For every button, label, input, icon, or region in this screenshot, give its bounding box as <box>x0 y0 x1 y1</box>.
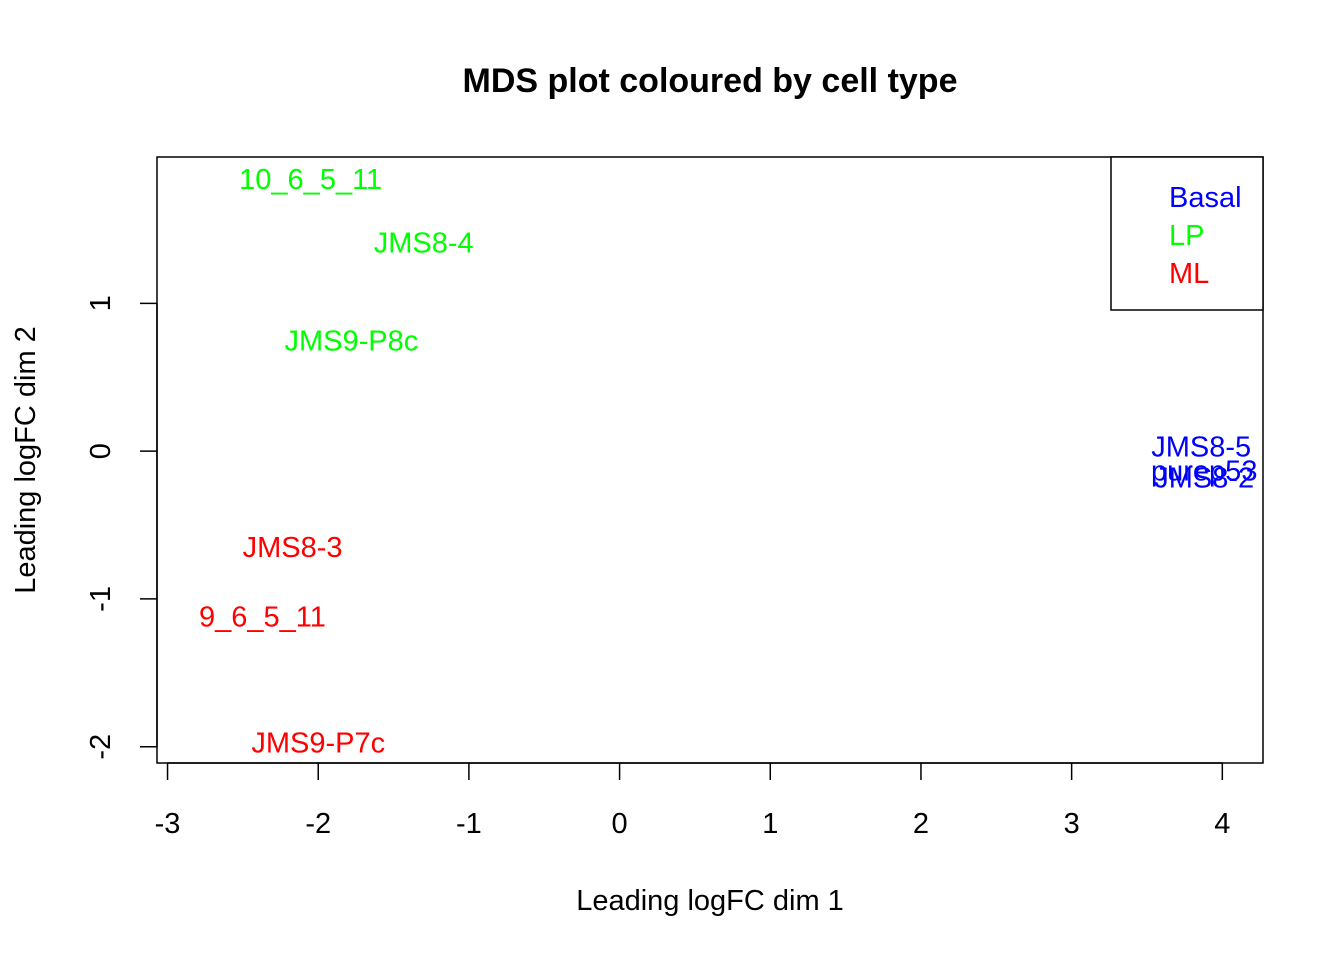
y-tick-label: 0 <box>85 443 117 459</box>
legend-entries: Basal LP ML <box>1169 182 1242 290</box>
point-label: purep53 <box>1151 455 1257 487</box>
point-label: 9_6_5_11 <box>199 602 326 634</box>
point-label: 10_6_5_11 <box>239 164 382 196</box>
x-tick-label: -1 <box>456 808 482 840</box>
x-tick-label: 4 <box>1214 808 1230 840</box>
data-points: 10_6_5_11JMS8-4JMS9-P8cJMS8-5purep53JMS8… <box>199 164 1257 759</box>
y-tick-label: -1 <box>85 586 117 612</box>
point-label: JMS8-4 <box>374 228 474 260</box>
x-tick-label: 1 <box>762 808 778 840</box>
x-tick-label: 2 <box>913 808 929 840</box>
y-axis: -2 -1 0 1 <box>85 295 158 760</box>
y-tick-label: 1 <box>85 295 117 311</box>
x-axis-label: Leading logFC dim 1 <box>576 885 844 917</box>
y-axis-label: Leading logFC dim 2 <box>10 326 42 594</box>
x-tick-label: -3 <box>155 808 181 840</box>
legend-entry: Basal <box>1169 182 1242 214</box>
plot-frame <box>156 156 1264 764</box>
point-label: JMS9-P8c <box>284 325 418 357</box>
legend-entry: LP <box>1169 220 1204 252</box>
point-label: JMS8-5 <box>1151 432 1251 464</box>
point-label: JMS8-3 <box>243 532 343 564</box>
chart-title: MDS plot coloured by cell type <box>463 62 958 100</box>
point-label: JMS8-2 <box>1154 463 1254 495</box>
x-tick-label: 3 <box>1064 808 1080 840</box>
x-axis: -3 -2 -1 0 1 2 3 4 <box>155 762 1230 840</box>
legend-entry: ML <box>1169 258 1209 290</box>
legend-box <box>1110 156 1264 311</box>
legend: Basal LP ML <box>1110 156 1264 311</box>
point-label: JMS9-P7c <box>251 727 385 759</box>
x-tick-label: 0 <box>612 808 628 840</box>
y-tick-label: -2 <box>85 734 117 760</box>
x-tick-label: -2 <box>305 808 331 840</box>
